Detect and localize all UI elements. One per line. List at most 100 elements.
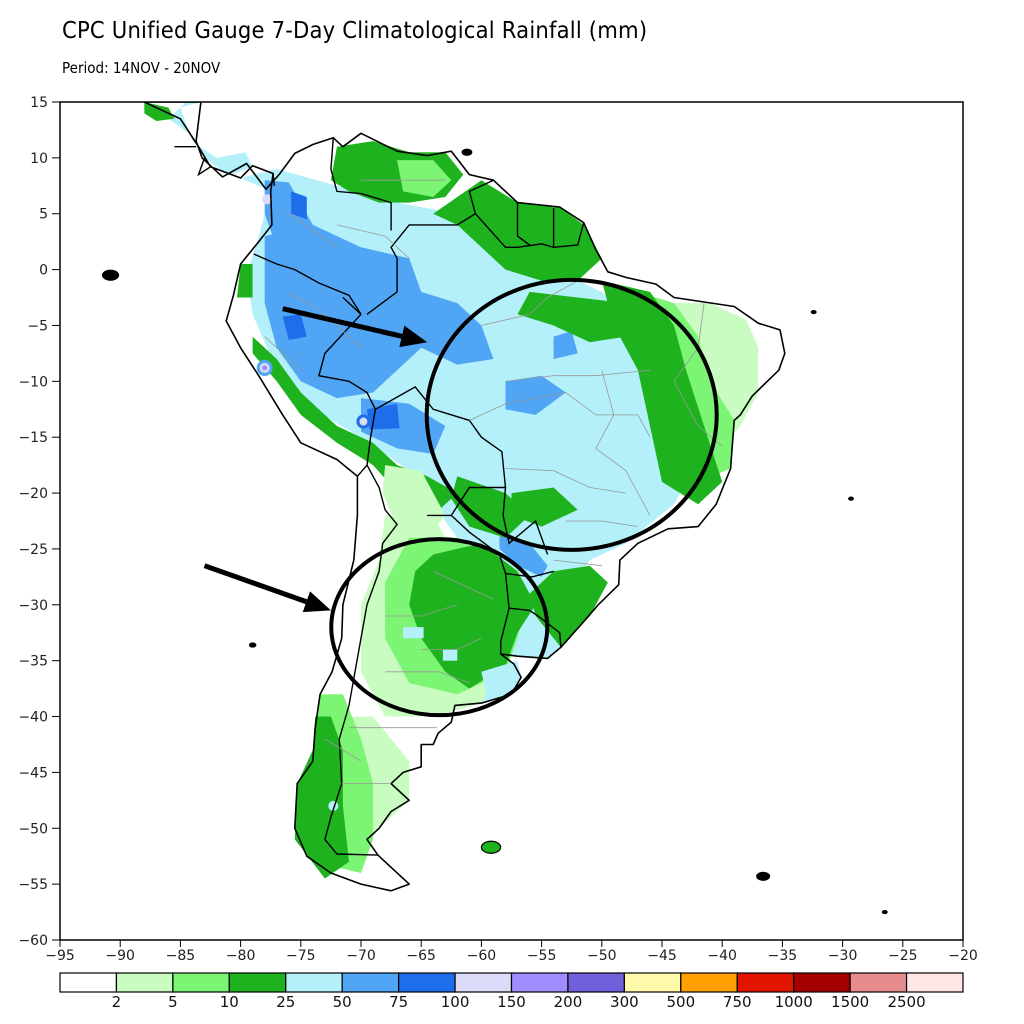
band-10-25-brazil-north — [517, 291, 626, 343]
x-tick-label: −20 — [948, 948, 978, 964]
colorbar-swatch — [567, 972, 625, 993]
colorbar-label: 200 — [554, 993, 583, 1011]
state-border — [288, 213, 338, 248]
band-10-25-mato-grosso-patch — [511, 487, 578, 527]
state-border — [469, 392, 651, 438]
state-border — [385, 671, 470, 684]
colorbar-label: 150 — [497, 993, 526, 1011]
x-tick-label: −90 — [105, 948, 135, 964]
colorbar-label: 2500 — [887, 993, 925, 1011]
rainfall-fill-layer — [144, 102, 785, 891]
colorbar-swatch — [736, 972, 795, 993]
band-50-75-colombia — [264, 180, 325, 270]
trinidad-island — [461, 148, 473, 156]
country-border — [516, 202, 531, 246]
x-tick-label: −55 — [527, 948, 557, 964]
x-tick-label: −30 — [828, 948, 858, 964]
state-border — [324, 738, 362, 762]
x-tick-label: −65 — [406, 948, 436, 964]
state-border — [264, 336, 302, 371]
colorbar-swatch — [849, 972, 908, 993]
plot-frame — [59, 101, 964, 941]
x-tick-label: −75 — [286, 948, 316, 964]
country-border — [474, 213, 585, 249]
y-tick-label: −40 — [18, 710, 48, 726]
band-10-25-east-brazil — [601, 280, 723, 505]
country-border — [272, 173, 275, 186]
highlight-circle — [424, 277, 719, 552]
band-10-25-paraguay — [451, 476, 530, 538]
y-tick-label: −45 — [18, 765, 48, 781]
state-border — [505, 369, 651, 382]
chart-subtitle: Period: 14NOV - 20NOV — [62, 59, 221, 77]
y-tick-label: −5 — [27, 318, 48, 334]
band-10-25-central-america — [144, 102, 175, 121]
x-tick-label: −40 — [707, 948, 737, 964]
annotation-layer — [203, 277, 719, 718]
spot-bolivia-150 — [359, 417, 368, 426]
band-5-10-venezuela — [397, 160, 452, 197]
colorbar-swatch — [905, 972, 964, 993]
country-border — [253, 253, 362, 315]
band-10-25-argentina — [409, 543, 536, 689]
annotation-arrow-head — [399, 325, 428, 348]
band-50-75-parana — [499, 532, 548, 577]
colorbar-swatch — [398, 972, 456, 993]
continent-coastline — [143, 102, 786, 892]
colorbar-label: 300 — [610, 993, 639, 1011]
annotation-arrow-shaft — [282, 306, 403, 339]
y-tick-label: 5 — [39, 207, 48, 223]
y-tick-label: −15 — [18, 430, 48, 446]
colorbar-swatch — [285, 972, 343, 993]
y-tick-label: 0 — [39, 263, 48, 279]
y-tick-label: −30 — [18, 598, 48, 614]
country-border — [509, 607, 562, 648]
state-border — [421, 637, 482, 650]
y-axis: 15 10 5 0 −5 −10 −15 −20 −25 −30 −35 −40 −45 −50 −55 −6… — [18, 95, 60, 949]
x-tick-label: −35 — [768, 948, 798, 964]
colorbar-swatch — [115, 972, 174, 993]
country-border — [197, 157, 211, 177]
state-border — [505, 468, 626, 494]
spot-peru-200 — [262, 365, 268, 371]
y-tick-label: −20 — [18, 486, 48, 502]
colorbar-label: 5 — [168, 993, 178, 1011]
fernando-de-noronha — [810, 309, 817, 315]
band-25-50-argentina-spot2 — [442, 649, 458, 661]
y-tick-label: 15 — [30, 95, 48, 111]
x-axis: −95 −90 −85 −80 −75 −70 −65 −60 −55 −50 −45 −40 −35 −… — [45, 940, 978, 964]
colorbar-swatch — [172, 972, 230, 993]
colorbar-swatch — [59, 972, 118, 993]
colorbar-label: 1500 — [831, 993, 869, 1011]
colorbar-swatch — [228, 972, 287, 993]
state-border — [565, 520, 638, 527]
annotation-arrow-shaft — [203, 563, 308, 605]
country-border — [366, 179, 494, 315]
band-50-75-mato-grosso — [505, 375, 566, 415]
y-tick-label: −25 — [18, 542, 48, 558]
y-tick-label: 10 — [30, 151, 48, 167]
y-tick-label: −35 — [18, 654, 48, 670]
trindade-island — [848, 496, 855, 501]
x-tick-label: −50 — [587, 948, 617, 964]
country-border — [324, 464, 398, 856]
country-border — [330, 137, 392, 231]
y-tick-label: −10 — [18, 374, 48, 390]
chart-title: CPC Unified Gauge 7-Day Climatological R… — [62, 18, 648, 44]
colorbar-label: 50 — [333, 993, 352, 1011]
x-tick-label: −60 — [467, 948, 497, 964]
y-tick-label: −60 — [18, 933, 48, 949]
south-sandwich-islands — [881, 909, 888, 915]
x-tick-label: −85 — [166, 948, 196, 964]
band-50-75-para — [553, 331, 578, 359]
x-tick-label: −95 — [45, 948, 75, 964]
state-border — [553, 559, 602, 567]
annotation-arrow-head — [302, 591, 331, 613]
state-border — [288, 291, 362, 349]
state-border — [385, 604, 458, 617]
colorbar-label: 75 — [389, 993, 408, 1011]
state-border — [433, 570, 494, 600]
falkland-islands — [480, 840, 502, 854]
band-25-50-central-america — [168, 102, 253, 176]
